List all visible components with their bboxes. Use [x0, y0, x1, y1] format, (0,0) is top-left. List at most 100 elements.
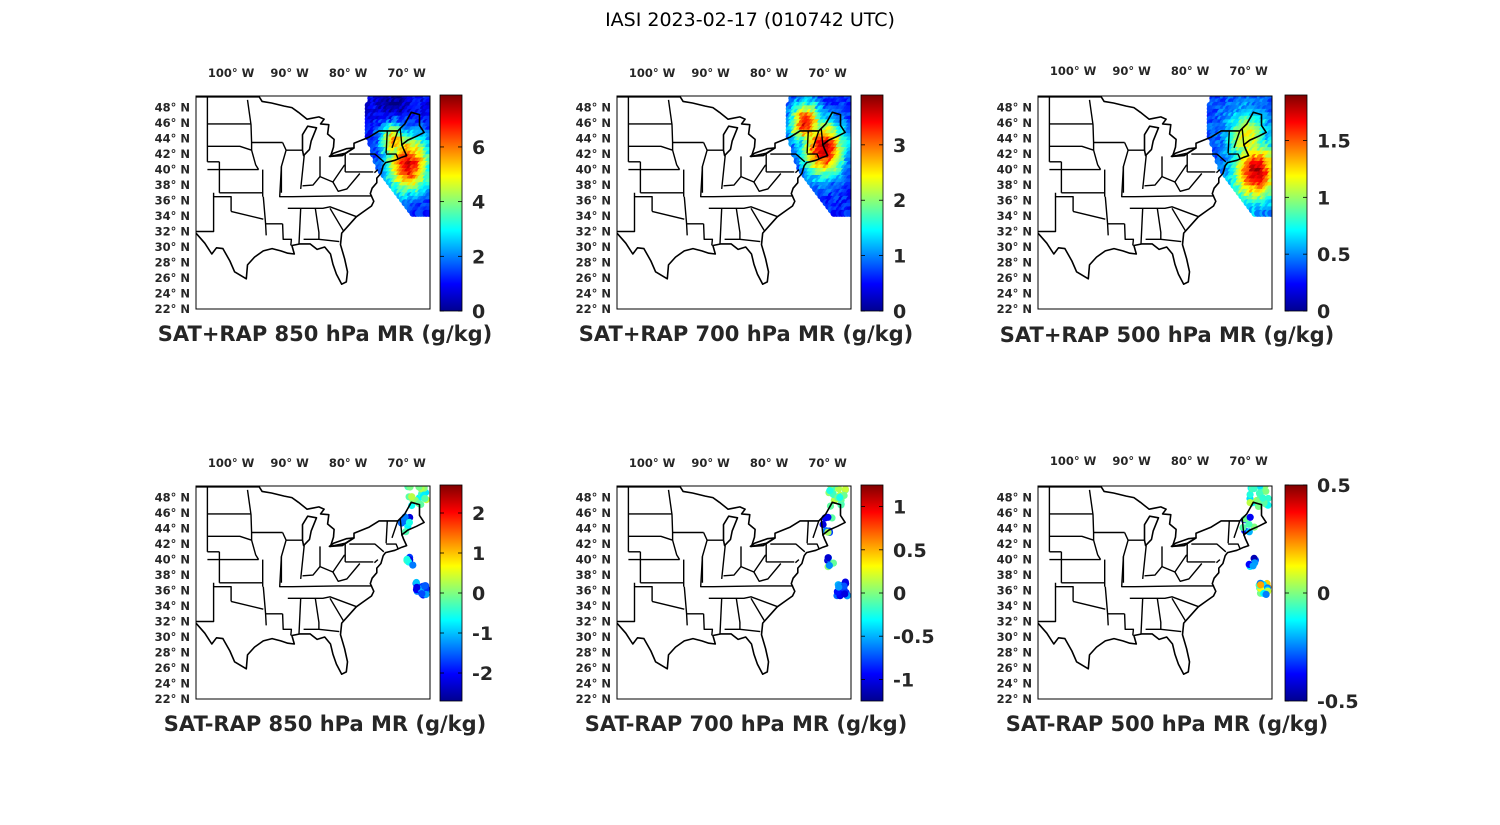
colorbar-tick-label: 2 — [893, 190, 906, 212]
state-border — [1171, 597, 1187, 622]
state-border — [812, 130, 820, 149]
data-point — [405, 518, 413, 527]
lat-tick-label: 28° N — [155, 646, 190, 660]
state-border — [1228, 543, 1242, 550]
colorbar-tick-label: 0 — [472, 301, 485, 323]
lat-tick-label: 42° N — [155, 537, 190, 551]
state-border — [1088, 99, 1095, 151]
lat-tick-label: 28° N — [155, 256, 190, 270]
state-border — [713, 195, 794, 198]
state-border — [807, 153, 821, 160]
panel-sum-700: 100° W 90° W 80° W 70° W 48° N46° N 44° N42° … — [576, 66, 914, 346]
state-border — [1092, 150, 1102, 170]
state-border — [1171, 207, 1187, 232]
data-point — [824, 554, 832, 562]
state-border — [1142, 155, 1147, 189]
lon-tick-label: 100° W — [208, 456, 255, 470]
state-border — [196, 586, 215, 623]
state-border — [385, 520, 388, 544]
state-border — [386, 543, 400, 550]
lake-outline — [301, 515, 318, 547]
state-border — [671, 150, 681, 170]
state-border — [281, 223, 293, 246]
lat-tick-label: 26° N — [576, 661, 611, 675]
state-border — [1241, 518, 1245, 536]
state-border — [349, 153, 385, 163]
lat-tick-label: 32° N — [576, 615, 611, 629]
state-border — [1122, 142, 1129, 193]
lon-tick-label: 80° W — [329, 456, 368, 470]
state-border — [633, 192, 653, 212]
lat-tick-label: 36° N — [155, 584, 190, 598]
state-border — [399, 518, 403, 536]
lat-tick-label: 38° N — [997, 178, 1032, 192]
map-border — [616, 485, 852, 700]
lat-tick-label: 24° N — [576, 287, 611, 301]
state-border — [1145, 208, 1162, 240]
lon-tick-label: 80° W — [329, 66, 368, 80]
coastline — [617, 96, 846, 285]
state-border — [1160, 628, 1182, 633]
state-border — [373, 169, 379, 174]
state-border — [329, 207, 345, 232]
state-border — [385, 130, 388, 154]
lat-tick-label: 34° N — [576, 209, 611, 223]
lat-tick-label: 30° N — [155, 240, 190, 254]
state-border — [617, 196, 636, 233]
state-border — [292, 585, 373, 588]
state-border — [1227, 520, 1230, 544]
lon-tick-label: 80° W — [1171, 64, 1210, 78]
data-point — [836, 493, 844, 502]
data-point — [415, 499, 423, 508]
lat-tick-label: 44° N — [155, 132, 190, 146]
lon-tick-label: 90° W — [1112, 454, 1151, 468]
state-border — [1144, 554, 1188, 577]
data-point — [409, 561, 417, 569]
state-border — [1215, 559, 1221, 564]
state-border — [1227, 130, 1230, 154]
panel-diff-700: 100° W 90° W 80° W 70° W 48° N46° N 44° N42° … — [576, 456, 935, 736]
lat-tick-label: 28° N — [576, 646, 611, 660]
lat-tick-label: 38° N — [576, 178, 611, 192]
lat-tick-label: 36° N — [576, 584, 611, 598]
lat-tick-label: 22° N — [576, 692, 611, 706]
data-point — [819, 520, 827, 529]
data-point — [1245, 520, 1253, 528]
lat-tick-label: 34° N — [155, 209, 190, 223]
state-border — [739, 238, 761, 243]
state-border — [1121, 556, 1135, 588]
colorbar-tick-label: 0.5 — [1317, 244, 1351, 266]
colorbar-tick-label: 1 — [1317, 187, 1330, 209]
state-border — [303, 208, 320, 240]
state-border — [1191, 153, 1227, 163]
state-border — [723, 554, 767, 577]
lat-tick-label: 24° N — [155, 287, 190, 301]
map-area — [617, 96, 851, 285]
state-border — [750, 207, 766, 232]
lon-tick-label: 70° W — [1229, 64, 1268, 78]
lake-outline — [1170, 537, 1197, 548]
state-border — [1088, 489, 1095, 541]
lat-tick-label: 22° N — [155, 302, 190, 316]
state-border — [1160, 238, 1182, 243]
state-border — [386, 153, 400, 160]
data-point — [415, 486, 423, 491]
lat-tick-label: 38° N — [155, 178, 190, 192]
state-border — [1140, 208, 1144, 244]
state-border — [1129, 596, 1200, 608]
state-border — [1174, 173, 1203, 192]
state-border — [770, 543, 806, 553]
state-border — [1054, 192, 1074, 212]
state-border — [246, 489, 253, 541]
lat-tick-label: 28° N — [997, 256, 1032, 270]
data-point — [845, 486, 848, 487]
lat-tick-label: 26° N — [997, 271, 1032, 285]
lat-tick-label: 34° N — [576, 599, 611, 613]
lat-tick-label: 42° N — [155, 147, 190, 161]
state-border — [329, 597, 345, 622]
lat-tick-label: 42° N — [997, 147, 1032, 161]
lat-tick-label: 36° N — [997, 584, 1032, 598]
lat-tick-label: 38° N — [576, 568, 611, 582]
colorbar-tick-label: 0 — [1317, 583, 1330, 605]
state-border — [1144, 164, 1188, 187]
